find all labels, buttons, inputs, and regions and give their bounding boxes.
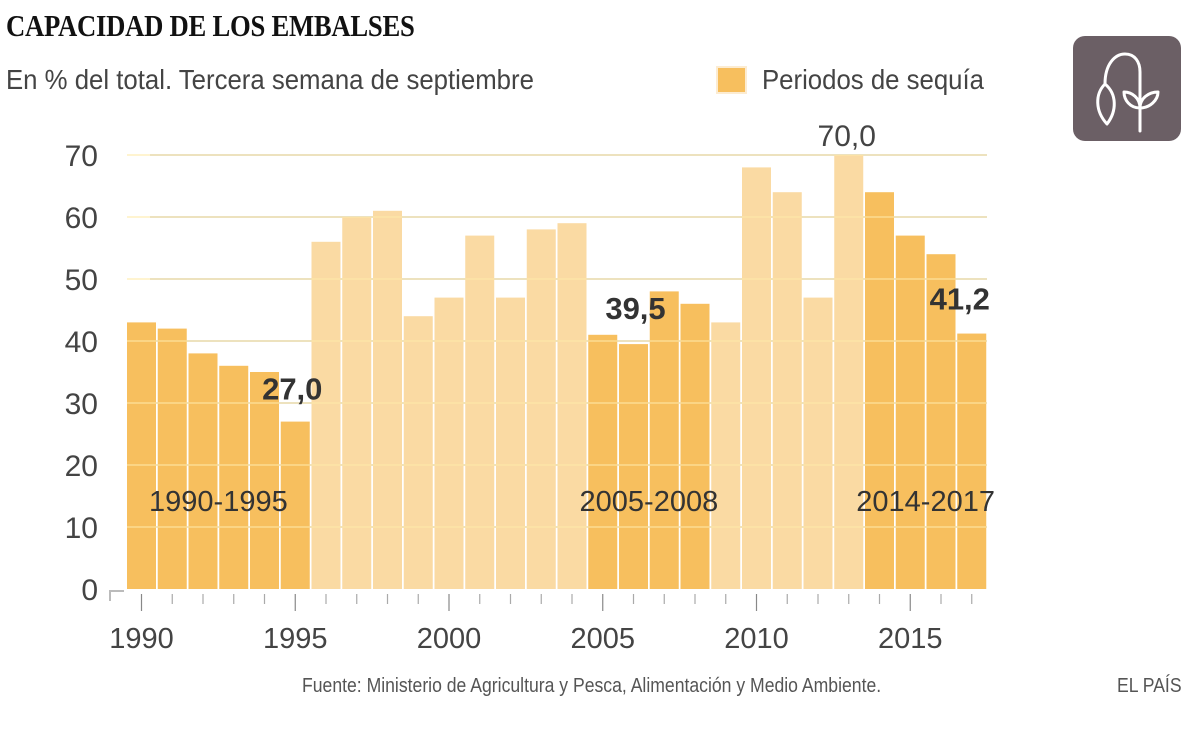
y-tick-label: 30 — [65, 388, 98, 421]
legend-swatch-drought — [718, 68, 745, 92]
bar-2012 — [803, 297, 833, 589]
bar-2001 — [465, 235, 495, 589]
x-tick-label: 1990 — [109, 623, 174, 655]
bar-2005 — [588, 334, 618, 589]
y-tick-label: 10 — [65, 512, 98, 545]
bar-1990 — [127, 322, 156, 589]
period-label: 1990-1995 — [149, 486, 288, 518]
bar-2010 — [742, 167, 771, 589]
x-tick-label: 2000 — [417, 623, 482, 655]
x-tick-label: 1995 — [263, 623, 328, 655]
bar-2008 — [680, 303, 710, 589]
y-tick-label: 40 — [65, 326, 98, 359]
bar-1993 — [219, 365, 249, 589]
wilted-plant-icon — [1073, 36, 1181, 141]
chart-title: CAPACIDAD DE LOS EMBALSES — [6, 8, 415, 43]
value-label-1995: 27,0 — [262, 372, 322, 407]
value-label-2006: 39,5 — [605, 291, 665, 326]
legend-label: Periodos de sequía — [762, 64, 984, 95]
bar-1998 — [373, 210, 402, 590]
y-tick-label: 70 — [65, 140, 98, 173]
x-tick-label: 2005 — [570, 623, 635, 655]
bar-2000 — [434, 297, 464, 589]
bar-2016 — [926, 254, 956, 589]
value-label-2013: 70,0 — [818, 120, 876, 153]
period-label: 2005-2008 — [580, 486, 719, 518]
bar-2002 — [496, 297, 525, 589]
bar-1996 — [311, 241, 341, 590]
period-label: 2014-2017 — [856, 486, 995, 518]
bar-2014 — [865, 192, 894, 589]
legend: Periodos de sequía — [718, 64, 1003, 96]
bar-1995 — [280, 421, 310, 589]
y-tick-label: 20 — [65, 450, 98, 483]
x-tick-label: 2015 — [878, 623, 943, 655]
x-tick-label: 2010 — [724, 623, 789, 655]
bar-1991 — [157, 328, 187, 589]
y-tick-label: 60 — [65, 202, 98, 235]
bar-2007 — [649, 291, 679, 589]
bar-1992 — [188, 353, 218, 589]
bar-1999 — [403, 316, 433, 589]
y-axis-corner — [109, 590, 124, 601]
y-tick-label: 50 — [65, 264, 98, 297]
bar-2013 — [834, 155, 864, 589]
y-tick-label: 0 — [81, 574, 98, 607]
bar-2003 — [526, 229, 556, 589]
bar-2011 — [772, 192, 802, 589]
brand-label: EL PAÍS — [1117, 675, 1182, 697]
source-note: Fuente: Ministerio de Agricultura y Pesc… — [302, 675, 882, 697]
bar-2009 — [711, 322, 741, 589]
bar-2015 — [895, 235, 925, 589]
chart-subtitle: En % del total. Tercera semana de septie… — [6, 64, 534, 95]
bar-1994 — [250, 372, 279, 589]
bar-2004 — [557, 223, 587, 589]
bar-2017 — [957, 333, 987, 589]
bar-2006 — [619, 344, 648, 589]
value-label-2017: 41,2 — [930, 282, 990, 317]
